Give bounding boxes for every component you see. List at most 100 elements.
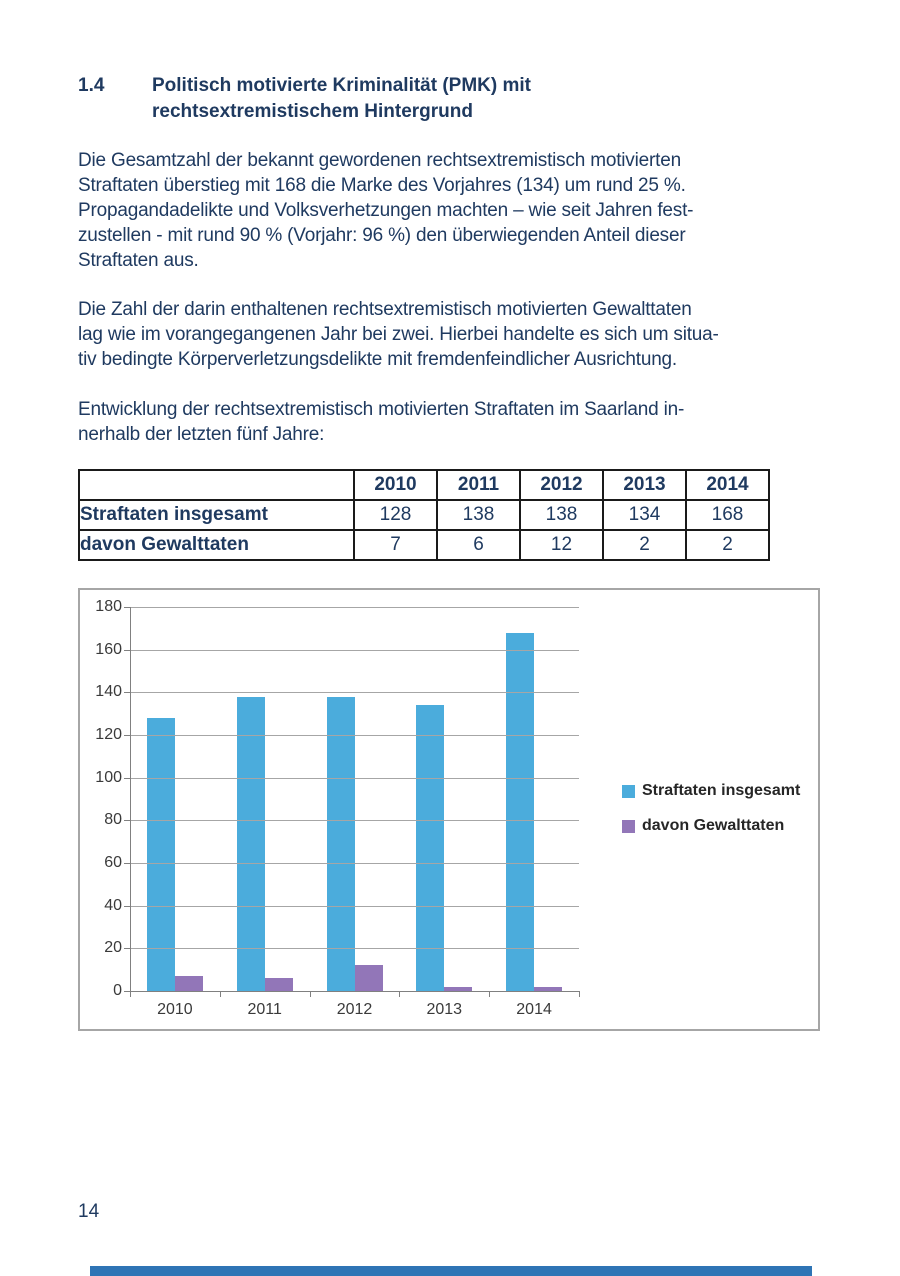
y-axis-tick: [124, 863, 130, 864]
x-axis-label: 2010: [157, 1001, 193, 1018]
row-label: Straftaten insgesamt: [78, 499, 355, 531]
text-line: Entwicklung der rechtsextremistisch moti…: [78, 399, 685, 420]
x-axis-tick: [219, 991, 221, 997]
y-gridline: [130, 607, 579, 608]
bar-violent-2012: [354, 965, 383, 991]
y-axis-label: 0: [113, 982, 122, 999]
section-heading: 1.4 Politisch motivierte Kriminalität (P…: [78, 73, 531, 125]
x-axis-tick: [309, 991, 311, 997]
legend-swatch-purple-icon: [622, 819, 635, 833]
paragraph-2: Die Zahl der darin enthaltenen rechtsext…: [78, 297, 719, 372]
y-gridline: [130, 948, 579, 950]
text-line: Die Gesamtzahl der bekannt gewordenen re…: [78, 150, 681, 171]
y-axis-label: 120: [95, 726, 122, 743]
table-cell: 168: [685, 499, 770, 531]
table-cell: 6: [436, 529, 521, 561]
table-cell: 2: [685, 529, 770, 561]
y-axis-tick: [124, 607, 130, 608]
chart-plot: [130, 607, 580, 992]
section-number: 1.4: [78, 75, 105, 96]
y-gridline: [130, 692, 579, 694]
text-line: tiv bedingte Körperverletzungsdelikte mi…: [78, 349, 678, 370]
bar-violent-2010: [174, 976, 203, 991]
bar-total-2014: [506, 632, 535, 991]
x-axis-label: 2011: [247, 1001, 282, 1018]
text-line: Propagandadelikte und Volksverhetzungen …: [78, 200, 694, 221]
chart-legend: Straftaten insgesamt davon Gewalttaten: [622, 782, 800, 852]
table-cell: 134: [602, 499, 687, 531]
legend-label: Straftaten insgesamt: [642, 782, 801, 799]
table-cell: 138: [519, 499, 604, 531]
y-axis-tick: [124, 948, 130, 950]
y-axis-tick: [124, 777, 130, 779]
legend-swatch-blue-icon: [622, 784, 635, 798]
y-gridline: [130, 863, 579, 864]
y-axis-tick: [124, 905, 130, 907]
bar-total-2010: [146, 717, 175, 991]
y-axis-label: 160: [95, 640, 122, 658]
y-axis-tick: [124, 649, 130, 651]
x-axis-label: 2013: [426, 1001, 463, 1018]
x-axis-label: 2014: [516, 1001, 552, 1018]
legend-item: Straftaten insgesamt: [622, 782, 800, 800]
y-axis-tick: [124, 735, 130, 736]
y-axis-label: 100: [95, 768, 122, 786]
section-title-line: Politisch motivierte Kriminalität (PMK) …: [152, 75, 531, 96]
x-axis-tick: [130, 991, 131, 997]
row-label: davon Gewalttaten: [78, 529, 355, 561]
y-axis-tick: [124, 820, 130, 822]
y-axis-tick: [124, 692, 130, 694]
x-axis-tick: [489, 991, 491, 997]
x-axis-label: 2012: [336, 1001, 373, 1018]
page-number: 14: [78, 1201, 100, 1222]
table-cell: 12: [519, 529, 604, 561]
table-cell: 7: [353, 529, 438, 561]
x-axis-tick: [399, 991, 401, 997]
bar-chart: 2014 2013 2012 2011 2010 180 160 140 120 100 80 60 4…: [78, 588, 820, 1031]
table-row: davon Gewalttaten 7 6 12 2 2: [78, 529, 770, 561]
table-year-header: 2012: [519, 469, 604, 501]
paragraph-3: Entwicklung der rechtsextremistisch moti…: [78, 397, 684, 447]
table-corner-cell: [78, 469, 355, 501]
table-year-header: 2010: [353, 469, 438, 501]
text-line: zustellen - mit rund 90 % (Vorjahr: 96 %…: [78, 225, 686, 246]
legend-label: davon Gewalttaten: [642, 817, 785, 834]
text-line: Die Zahl der darin enthaltenen rechtsext…: [78, 299, 692, 320]
y-gridline: [130, 735, 579, 736]
table-year-header: 2014: [685, 469, 770, 501]
bar-total-2013: [416, 705, 445, 991]
y-axis-label: 60: [104, 854, 122, 871]
table-cell: 138: [436, 499, 521, 531]
legend-item: davon Gewalttaten: [622, 817, 800, 835]
text-line: Straftaten aus.: [78, 250, 199, 271]
table-year-header: 2013: [602, 469, 687, 501]
text-line: nerhalb der letzten fünf Jahre:: [78, 424, 325, 445]
y-axis-label: 80: [104, 811, 122, 829]
footer-accent-bar: [90, 1266, 812, 1276]
section-title-line: rechtsextremistischem Hintergrund: [152, 101, 473, 122]
bar-violent-2014: [534, 986, 563, 991]
x-axis-tick: [579, 991, 580, 997]
text-line: lag wie im vorangegangenen Jahr bei zwei…: [78, 324, 719, 345]
table-cell: 2: [602, 529, 687, 561]
y-gridline: [130, 649, 579, 651]
bar-total-2012: [326, 696, 355, 991]
table-row: Straftaten insgesamt 128 138 138 134 168: [78, 499, 770, 531]
bar-violent-2013: [444, 986, 473, 991]
paragraph-1: Die Gesamtzahl der bekannt gewordenen re…: [78, 148, 694, 273]
statistics-table: 2010 2011 2012 2013 2014 Straftaten insg…: [78, 469, 770, 561]
section-title: Politisch motivierte Kriminalität (PMK) …: [152, 73, 531, 125]
y-gridline: [130, 820, 579, 822]
table-header-row: 2010 2011 2012 2013 2014: [78, 469, 770, 501]
y-gridline: [130, 777, 579, 779]
y-gridline: [130, 905, 579, 907]
table-cell: 128: [353, 499, 438, 531]
y-axis-label: 140: [95, 683, 122, 701]
text-line: Straftaten überstieg mit 168 die Marke d…: [78, 175, 686, 196]
bar-violent-2011: [264, 978, 293, 991]
y-axis-label: 20: [104, 939, 122, 957]
y-axis-label: 40: [104, 896, 122, 914]
bar-total-2011: [236, 696, 265, 991]
y-axis-tick: [124, 991, 130, 992]
